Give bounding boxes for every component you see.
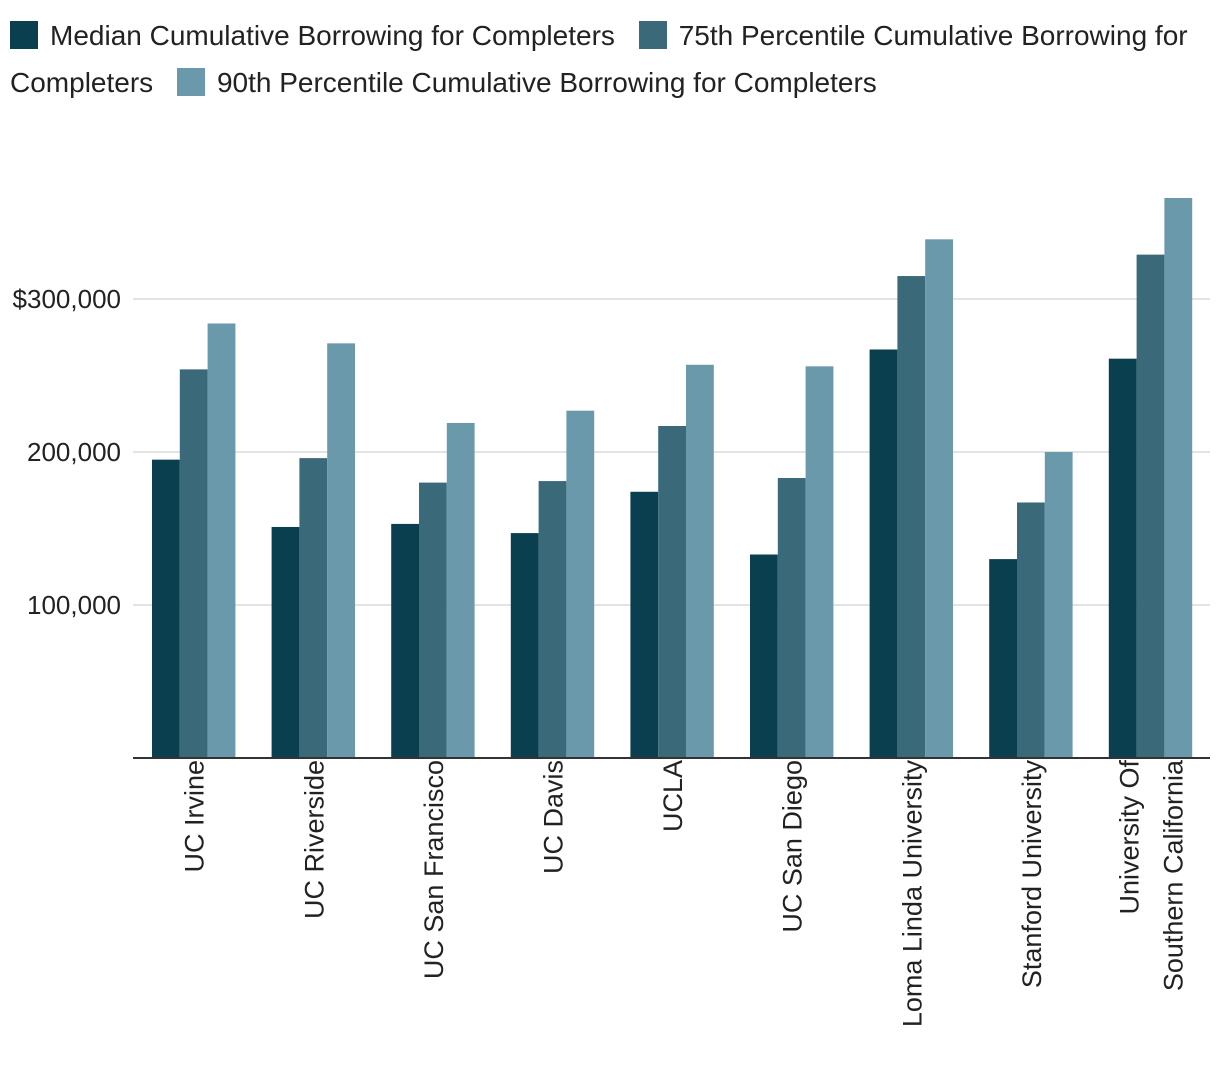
bar-75th[interactable] xyxy=(539,481,567,758)
y-axis-ticks: 100,000 200,000 $300,000 xyxy=(13,284,121,620)
bar-90th[interactable] xyxy=(686,365,714,758)
y-tick-label: 100,000 xyxy=(27,590,121,620)
bar-90th[interactable] xyxy=(566,411,594,758)
x-tick-label: UC Irvine xyxy=(180,760,210,873)
bar-75th[interactable] xyxy=(299,458,327,758)
y-tick-label: 200,000 xyxy=(27,437,121,467)
x-tick-label: UC Riverside xyxy=(299,760,329,919)
bar-75th[interactable] xyxy=(419,483,447,758)
bar-median[interactable] xyxy=(870,349,898,758)
x-tick-label: Stanford University xyxy=(1017,760,1047,989)
bar-75th[interactable] xyxy=(897,276,925,758)
x-axis-labels: UC Irvine UC Riverside UC San Francisco UC … xyxy=(180,759,1189,1027)
bar-median[interactable] xyxy=(989,559,1017,758)
bar-median[interactable] xyxy=(1109,359,1137,758)
bar-median[interactable] xyxy=(630,492,658,758)
bar-90th[interactable] xyxy=(327,343,355,758)
x-tick-label: University Of xyxy=(1115,760,1145,915)
bar-90th[interactable] xyxy=(208,323,236,758)
bar-median[interactable] xyxy=(391,524,419,758)
bar-90th[interactable] xyxy=(447,423,475,758)
bar-median[interactable] xyxy=(750,555,778,758)
x-tick-label: UC San Francisco xyxy=(419,760,449,979)
bar-90th[interactable] xyxy=(925,239,953,758)
bar-median[interactable] xyxy=(152,460,180,758)
bar-75th[interactable] xyxy=(778,478,806,758)
bar-75th[interactable] xyxy=(658,426,686,758)
bars xyxy=(152,198,1192,758)
bar-90th[interactable] xyxy=(1164,198,1192,758)
bar-median[interactable] xyxy=(272,527,300,758)
bar-75th[interactable] xyxy=(180,369,208,758)
x-tick-label: UC Davis xyxy=(539,760,569,874)
bar-75th[interactable] xyxy=(1017,502,1045,758)
x-tick-label: Southern California xyxy=(1159,759,1189,991)
x-tick-label: UC San Diego xyxy=(778,760,808,933)
x-tick-label: UCLA xyxy=(658,760,688,832)
y-tick-label: $300,000 xyxy=(13,284,121,314)
bar-median[interactable] xyxy=(511,533,539,758)
x-tick-label: Loma Linda University xyxy=(897,760,927,1028)
bar-chart: 100,000 200,000 $300,000 UC Irvine UC River… xyxy=(0,0,1220,1076)
bar-75th[interactable] xyxy=(1137,255,1165,758)
bar-90th[interactable] xyxy=(1045,452,1073,758)
bar-90th[interactable] xyxy=(806,366,834,758)
